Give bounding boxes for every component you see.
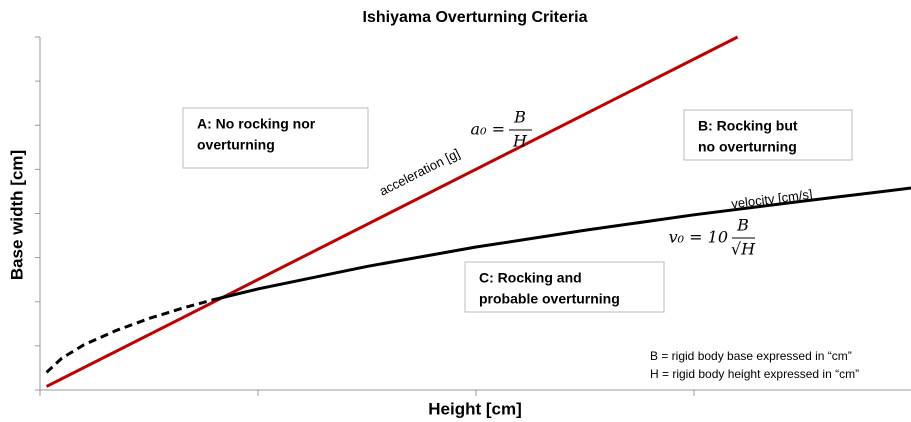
formula-numerator: B: [513, 108, 526, 127]
note: B = rigid body base expressed in “cm”: [650, 349, 852, 363]
formula-lhs: v₀ = 10: [669, 228, 728, 247]
line-series: [211, 186, 911, 302]
formula-numerator: B: [736, 216, 749, 235]
region-box: [683, 109, 853, 161]
region-box: [182, 107, 369, 169]
line-series: [45, 35, 739, 388]
line-label: velocity [cm/s]: [730, 187, 813, 212]
region-label: B: Rocking but: [698, 118, 798, 134]
region-label: C: Rocking and: [479, 270, 582, 286]
note: H = rigid body height expressed in “cm”: [650, 367, 859, 381]
region-label: A: No rocking nor: [197, 116, 316, 132]
region-label: probable overturning: [479, 291, 620, 307]
formula-denominator: H: [512, 132, 528, 151]
formula-denominator: √H: [731, 240, 756, 259]
y-axis-label: Base width [cm]: [7, 150, 26, 280]
line-label: acceleration [g]: [377, 145, 462, 198]
line-series: [45, 298, 213, 374]
x-axis-label: Height [cm]: [428, 399, 522, 418]
chart-title: Ishiyama Overturning Criteria: [363, 9, 588, 26]
region-label: no overturning: [698, 139, 797, 155]
region-label: overturning: [197, 137, 275, 153]
region-box: [464, 261, 665, 313]
formula-lhs: a₀ =: [471, 120, 505, 139]
